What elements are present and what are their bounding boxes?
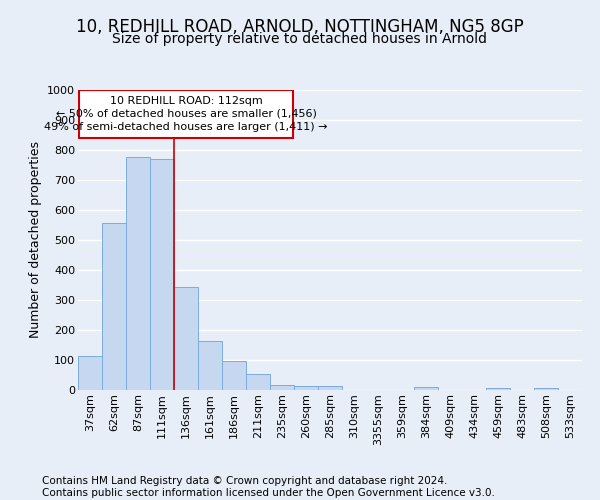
Bar (534, 388, 558, 390)
Bar (102, 222, 126, 390)
Bar (270, 384, 294, 390)
Text: ← 50% of detached houses are smaller (1,456): ← 50% of detached houses are smaller (1,… (56, 108, 316, 118)
Bar (318, 386, 342, 390)
Text: 10 REDHILL ROAD: 112sqm: 10 REDHILL ROAD: 112sqm (110, 96, 262, 106)
Text: Contains HM Land Registry data © Crown copyright and database right 2024.: Contains HM Land Registry data © Crown c… (42, 476, 448, 486)
Bar (294, 386, 318, 390)
Bar (246, 374, 270, 390)
Bar (198, 340, 222, 390)
Bar (78, 356, 102, 390)
Text: 10, REDHILL ROAD, ARNOLD, NOTTINGHAM, NG5 8GP: 10, REDHILL ROAD, ARNOLD, NOTTINGHAM, NG… (76, 18, 524, 36)
Bar (486, 388, 510, 390)
Text: 49% of semi-detached houses are larger (1,411) →: 49% of semi-detached houses are larger (… (44, 122, 328, 132)
Bar (150, 159, 174, 390)
Bar (222, 360, 246, 390)
Text: Size of property relative to detached houses in Arnold: Size of property relative to detached ho… (113, 32, 487, 46)
Bar (174, 287, 198, 390)
FancyBboxPatch shape (79, 90, 293, 138)
Bar (414, 386, 438, 390)
Y-axis label: Number of detached properties: Number of detached properties (29, 142, 41, 338)
Text: Contains public sector information licensed under the Open Government Licence v3: Contains public sector information licen… (42, 488, 495, 498)
Bar (126, 156, 150, 390)
